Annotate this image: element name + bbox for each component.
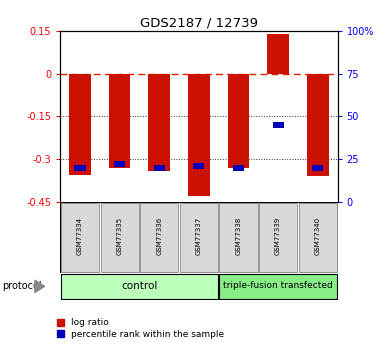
Title: GDS2187 / 12739: GDS2187 / 12739 (140, 17, 258, 30)
Text: triple-fusion transfected: triple-fusion transfected (223, 281, 333, 290)
Bar (233, 165, 244, 171)
Bar (69, 74, 91, 175)
Bar (148, 74, 170, 170)
Bar (312, 165, 323, 171)
Bar (193, 163, 204, 169)
FancyBboxPatch shape (180, 203, 218, 272)
FancyBboxPatch shape (100, 203, 139, 272)
Bar (307, 74, 329, 176)
Text: GSM77339: GSM77339 (275, 217, 281, 255)
Bar (154, 165, 165, 171)
FancyBboxPatch shape (61, 203, 99, 272)
Bar (267, 34, 289, 74)
Legend: log ratio, percentile rank within the sample: log ratio, percentile rank within the sa… (55, 317, 226, 341)
Text: control: control (121, 281, 158, 291)
FancyBboxPatch shape (299, 203, 337, 272)
Bar (61, 274, 218, 299)
Bar (228, 74, 249, 168)
Bar (220, 274, 337, 299)
Bar (272, 122, 284, 128)
FancyBboxPatch shape (140, 203, 178, 272)
Text: GSM77337: GSM77337 (196, 217, 202, 255)
Text: GSM77340: GSM77340 (315, 217, 321, 255)
FancyBboxPatch shape (259, 203, 297, 272)
Text: GSM77335: GSM77335 (116, 217, 123, 255)
FancyBboxPatch shape (220, 203, 258, 272)
Bar (188, 74, 210, 196)
Bar (74, 165, 85, 171)
Bar (109, 74, 130, 168)
Text: GSM77334: GSM77334 (77, 217, 83, 255)
Text: GSM77338: GSM77338 (236, 217, 241, 255)
Bar (114, 161, 125, 167)
Text: protocol: protocol (2, 282, 42, 291)
Text: GSM77336: GSM77336 (156, 217, 162, 255)
